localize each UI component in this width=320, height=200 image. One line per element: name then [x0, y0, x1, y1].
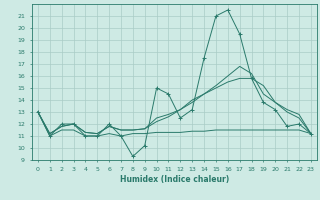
X-axis label: Humidex (Indice chaleur): Humidex (Indice chaleur): [120, 175, 229, 184]
